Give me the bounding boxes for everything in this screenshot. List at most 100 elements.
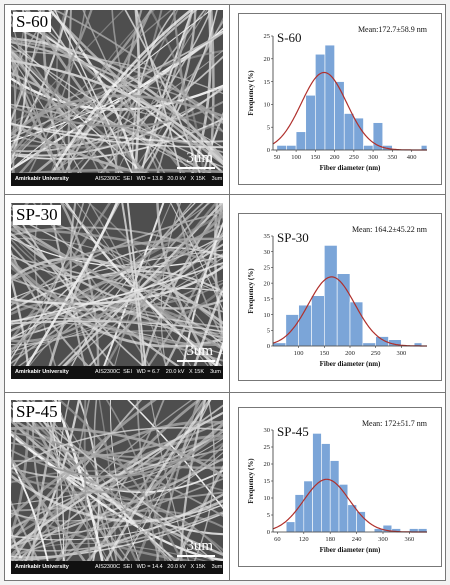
histogram-bar	[294, 494, 305, 533]
mean-annotation: Mean: 172±51.7 nm	[362, 419, 428, 428]
x-tick-label: 150	[310, 154, 320, 161]
sem-fiber	[11, 400, 143, 565]
histogram-bar	[420, 145, 428, 151]
sem-fiber	[11, 108, 223, 165]
sem-info-bar: Amirkabir University AIS2300C SEI WD = 1…	[11, 173, 223, 186]
sem-institution: Amirkabir University	[15, 176, 69, 182]
x-tick-label: 180	[325, 536, 335, 543]
figure-grid: S-60 3um Amirkabir University AIS2300C S…	[4, 4, 446, 581]
sem-fiber	[11, 203, 85, 372]
sem-image-s60: S-60 3um Amirkabir University AIS2300C S…	[11, 10, 223, 186]
y-tick-label: 25	[264, 265, 271, 272]
mean-annotation: Mean: 164.2±45.22 nm	[352, 225, 428, 234]
sem-fiber	[11, 237, 223, 282]
sem-fiber	[11, 41, 223, 160]
x-tick-label: 250	[349, 154, 359, 161]
x-tick-label: 120	[299, 536, 309, 543]
sem-fiber	[11, 491, 223, 512]
sem-image-sp45: SP-45 3um Amirkabir University AIS2300C …	[11, 400, 223, 574]
x-tick-label: 150	[319, 350, 329, 357]
sem-fiber	[11, 249, 223, 300]
sem-fiber	[11, 123, 223, 143]
histogram-bar	[363, 145, 374, 151]
sem-fiber	[11, 473, 223, 523]
y-tick-label: 20	[264, 280, 271, 287]
y-tick-label: 25	[264, 444, 271, 451]
y-tick-label: 0	[267, 343, 270, 350]
y-tick-label: 15	[264, 79, 271, 86]
sem-info-bar: Amirkabir University AIS2300C SEI WD = 6…	[11, 366, 223, 379]
sem-sample-label: S-60	[13, 12, 52, 32]
histogram-bar	[343, 113, 355, 151]
x-tick-label: 250	[371, 350, 381, 357]
sem-fiber	[170, 203, 223, 312]
column-divider	[229, 393, 230, 580]
y-tick-label: 30	[264, 427, 271, 434]
scale-bar-line	[177, 360, 215, 362]
sem-fiber	[11, 94, 223, 137]
histogram-svg: 100 150 200 250 300 0 5 10 15 20 25 30 35 Fiber diame…	[247, 225, 428, 368]
x-tick-label: 240	[352, 536, 362, 543]
histogram-bar	[295, 131, 307, 151]
sem-fiber	[11, 49, 223, 160]
x-tick-label: 50	[274, 154, 281, 161]
histogram-sp45: 60 120 180 240 300 360 0 5 10 15 20 25 30 Fiber diame…	[238, 407, 442, 567]
mean-annotation: Mean:172.7±58.9 nm	[358, 25, 428, 34]
sem-fiber	[17, 203, 119, 379]
histogram-bar	[305, 94, 316, 151]
sem-fiber	[11, 274, 223, 352]
sem-fiber	[11, 430, 223, 562]
y-tick-label: 15	[264, 296, 271, 303]
histogram-sp30: 100 150 200 250 300 0 5 10 15 20 25 30 35 Fiber diame…	[238, 213, 442, 381]
y-tick-label: 25	[264, 33, 271, 40]
histogram-sample-label: S-60	[277, 30, 302, 45]
y-tick-label: 5	[267, 124, 270, 131]
y-axis-label: Frequency (%)	[247, 458, 255, 504]
sem-fiber	[11, 44, 223, 168]
sem-fiber	[11, 10, 125, 133]
histogram-bar	[349, 301, 364, 347]
sem-fiber	[11, 265, 223, 324]
x-tick-label: 360	[405, 536, 415, 543]
sem-fiber	[11, 411, 223, 550]
y-tick-label: 0	[267, 529, 270, 536]
scale-bar-label: 3um	[186, 150, 213, 166]
histogram-bar	[303, 480, 313, 533]
x-axis-label: Fiber diameter (nm)	[320, 164, 381, 172]
x-tick-label: 200	[345, 350, 355, 357]
sem-fiber	[11, 102, 223, 133]
sem-image-sp30: SP-30 3um Amirkabir University AIS2300C …	[11, 203, 223, 379]
sem-fiber	[11, 509, 223, 548]
sem-fiber	[52, 10, 223, 133]
y-tick-label: 5	[267, 512, 270, 519]
x-tick-label: 200	[330, 154, 340, 161]
sem-institution: Amirkabir University	[15, 564, 69, 570]
sem-fiber	[11, 300, 223, 362]
sem-fiber	[11, 261, 223, 323]
histogram-bar	[311, 295, 325, 347]
panel-row-sp45: SP-45 3um Amirkabir University AIS2300C …	[5, 393, 445, 580]
histogram-bar	[353, 117, 364, 151]
panel-row-sp30: SP-30 3um Amirkabir University AIS2300C …	[5, 195, 445, 393]
sem-fiber	[11, 122, 223, 148]
sem-fiber	[11, 442, 223, 462]
sem-fiber	[11, 426, 223, 478]
histogram-s60: 50 100 150 200 250 300 350 400 0 5 10 15 20 25 Fiber d…	[238, 13, 442, 185]
column-divider	[229, 5, 230, 194]
sem-fiber	[11, 451, 223, 522]
scale-bar-label: 3um	[186, 538, 213, 554]
sem-fiber	[11, 431, 223, 517]
scale-bar-label: 3um	[186, 343, 213, 359]
normal-fit-curve	[272, 276, 427, 347]
y-tick-label: 30	[264, 249, 271, 256]
histogram-bar	[321, 443, 331, 533]
histogram-bar	[312, 433, 322, 533]
histogram-bar	[276, 145, 287, 151]
sem-fiber	[11, 427, 223, 470]
y-tick-label: 5	[267, 327, 270, 334]
x-tick-label: 100	[294, 350, 304, 357]
column-divider	[229, 195, 230, 392]
histogram-bar	[324, 44, 335, 151]
histogram-bar	[315, 53, 326, 151]
sem-fiber	[11, 213, 223, 352]
